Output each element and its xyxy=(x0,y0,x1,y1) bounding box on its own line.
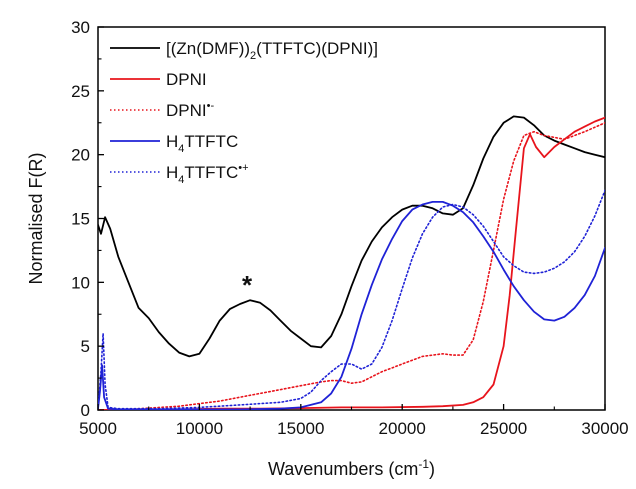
x-tick-label: 10000 xyxy=(176,419,223,438)
legend-label-part: [(Zn(DMF)) xyxy=(166,39,250,58)
y-axis-label: Normalised F(R) xyxy=(26,152,46,284)
series-line-3 xyxy=(98,122,605,410)
legend-label-part: 4 xyxy=(178,174,184,186)
legend-label-part: 4 xyxy=(178,143,184,155)
y-tick-label: 0 xyxy=(81,401,90,420)
series-line-5 xyxy=(98,189,605,410)
ticks-group xyxy=(97,26,606,411)
legend-label-part: (TTFTC)(DPNI)] xyxy=(256,39,378,58)
legend-label-3: DPNI•- xyxy=(166,100,214,120)
y-tick-label: 15 xyxy=(71,210,90,229)
y-tick-label: 25 xyxy=(71,82,90,101)
legend-label-part: •- xyxy=(207,100,215,112)
legend-label-part: 2 xyxy=(250,50,256,62)
legend-label-part: DPNI xyxy=(166,101,207,120)
series-line-2 xyxy=(98,116,605,410)
series-line-4 xyxy=(98,201,605,410)
series-line-1 xyxy=(98,115,605,358)
legend-label-2: DPNI xyxy=(166,70,207,89)
x-tick-label: 30000 xyxy=(581,419,628,438)
y-tick-label: 5 xyxy=(81,337,90,356)
annotations: * xyxy=(242,270,253,300)
x-axis-label-sup: -1 xyxy=(418,457,429,471)
legend-label-part: •+ xyxy=(238,162,248,174)
legend-label-1: [(Zn(DMF))2(TTFTC)(DPNI)] xyxy=(166,39,378,62)
legend-label-part: H xyxy=(166,132,178,151)
legend: [(Zn(DMF))2(TTFTC)(DPNI)]DPNIDPNI•-H4TTF… xyxy=(110,39,378,186)
plot-area: 5000 10000 15000 20000 25000 30000 0 5 10 15 20 25 3… xyxy=(71,18,629,438)
y-tick-label: 10 xyxy=(71,273,90,292)
y-tick-label: 30 xyxy=(71,18,90,37)
legend-label-part: H xyxy=(166,163,178,182)
x-axis-label-end: ) xyxy=(429,459,435,479)
legend-label-5: H4TTFTC•+ xyxy=(166,162,249,186)
legend-label-4: H4TTFTC xyxy=(166,132,238,155)
x-tick-label: 15000 xyxy=(277,419,324,438)
x-tick-label: 25000 xyxy=(480,419,527,438)
x-tick-label: 20000 xyxy=(379,419,426,438)
tick-labels-group: 5000 10000 15000 20000 25000 30000 0 5 10 15 20 25 3… xyxy=(71,18,629,438)
x-tick-label: 5000 xyxy=(79,419,117,438)
legend-label-part: DPNI xyxy=(166,70,207,89)
legend-label-part: TTFTC xyxy=(184,132,238,151)
legend-label-part: TTFTC xyxy=(184,163,238,182)
series-group xyxy=(98,115,605,410)
y-tick-label: 20 xyxy=(71,146,90,165)
annotation-asterisk: * xyxy=(242,270,253,300)
x-axis-label-main: Wavenumbers (cm xyxy=(268,459,418,479)
x-axis-label: Wavenumbers (cm-1) xyxy=(268,457,435,479)
